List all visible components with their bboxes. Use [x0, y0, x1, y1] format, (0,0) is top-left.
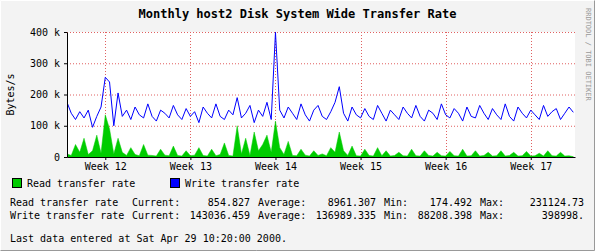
y-tick: 200 k: [30, 89, 67, 100]
y-grid-line: [67, 63, 575, 64]
x-tick: Week 14: [255, 157, 297, 172]
x-axis-line: [68, 157, 576, 158]
y-tick-label: 0: [54, 152, 60, 163]
x-tick: Week 16: [425, 157, 467, 172]
title: Monthly host2 Disk System Wide Transfer …: [139, 7, 457, 21]
frame-dark: [1, 1, 595, 251]
stats-label: Current:: [132, 197, 180, 208]
background: [0, 0, 595, 251]
x-grid-line: [361, 32, 362, 157]
y-grid-line: [67, 95, 575, 96]
x-tick: Week 15: [340, 157, 382, 172]
x-tick-label: Week 17: [510, 161, 552, 172]
stats-value: 398998.: [542, 210, 584, 221]
legend-item: Write transfer rate: [171, 178, 300, 189]
legend-label: Write transfer rate: [185, 178, 299, 189]
grid: [67, 32, 575, 158]
stats-value: 88208.398: [418, 210, 472, 221]
x-tick-mark: [446, 157, 447, 160]
x-tick-mark: [190, 157, 191, 160]
plot-marks: [67, 32, 573, 157]
y-tick-label: 200 k: [30, 89, 60, 100]
x-tick: Week 12: [85, 157, 127, 172]
stats-value: 174.492: [430, 197, 472, 208]
y-tick-mark: [64, 95, 67, 96]
footer: Last data entered at Sat Apr 29 10:20:00…: [10, 233, 287, 244]
y-tick: 400 k: [30, 27, 67, 38]
y-tick: 0: [54, 152, 67, 163]
x-tick-mark: [105, 157, 106, 160]
y-tick: 100 k: [30, 120, 67, 131]
legend-swatch: [171, 179, 180, 188]
stats-label: Average:: [258, 197, 306, 208]
stats-label: Current:: [132, 210, 180, 221]
y-tick: 300 k: [30, 58, 67, 69]
x-tick-mark: [531, 157, 532, 160]
y-grid-line: [67, 157, 575, 158]
x-tick-mark: [275, 157, 276, 160]
frame-light: [1, 1, 595, 251]
stats-series-name: Read transfer rate: [10, 197, 118, 208]
y-grid-line: [67, 126, 575, 127]
stats-value: 854.827: [208, 197, 250, 208]
x-tick: Week 17: [510, 157, 552, 172]
x-grid-line: [531, 32, 532, 157]
legend: Read transfer rate Write transfer rate: [13, 178, 300, 189]
line-series: [67, 32, 573, 127]
x-tick-label: Week 14: [255, 161, 297, 172]
x-grid-line: [190, 32, 191, 157]
stats-label: Min:: [384, 197, 408, 208]
stats: Read transfer rate Current: 854.827 Average…: [10, 197, 584, 221]
x-tick-label: Week 16: [425, 161, 467, 172]
area-series: [67, 115, 573, 157]
x-axis: Week 12 Week 13 Week 14 Week 15 Week 16 Week …: [68, 157, 576, 172]
stats-value: 231124.73: [530, 197, 584, 208]
stats-label: Max:: [480, 197, 504, 208]
stats-value: 143036.459: [190, 210, 250, 221]
y-tick-mark: [64, 126, 67, 127]
x-tick-label: Week 13: [170, 161, 212, 172]
x-grid-line: [446, 32, 447, 157]
chart: 0100 k200 k300 k400 kWeek 12Week 13Week …: [0, 0, 595, 251]
y-axis-line: [67, 33, 68, 158]
x-tick: Week 13: [170, 157, 212, 172]
legend-swatch: [13, 179, 22, 188]
y-tick-mark: [64, 157, 67, 158]
stats-value: 8961.307: [328, 197, 376, 208]
y-grid-line: [67, 32, 575, 33]
y-axis-title: Bytes/s: [5, 73, 16, 115]
x-tick-mark: [361, 157, 362, 160]
legend-label: Read transfer rate: [27, 178, 135, 189]
y-tick-label: 400 k: [30, 27, 60, 38]
y-tick-mark: [64, 63, 67, 64]
stats-value: 136989.335: [316, 210, 376, 221]
y-tick-label: 300 k: [30, 58, 60, 69]
stats-label: Average:: [258, 210, 306, 221]
x-tick-label: Week 15: [340, 161, 382, 172]
stats-series-name: Write transfer rate: [10, 210, 124, 221]
watermark: RRDTOOL / TOBI OETIKER: [584, 8, 592, 102]
x-tick-label: Week 12: [85, 161, 127, 172]
y-tick-mark: [64, 32, 67, 33]
plot-background: [67, 32, 575, 157]
y-axis: 0 100 k 200 k 300 k 400 k: [30, 27, 68, 163]
stats-label: Min:: [384, 210, 408, 221]
stats-label: Max:: [480, 210, 504, 221]
legend-item: Read transfer rate: [13, 178, 136, 189]
y-tick-label: 100 k: [30, 120, 60, 131]
